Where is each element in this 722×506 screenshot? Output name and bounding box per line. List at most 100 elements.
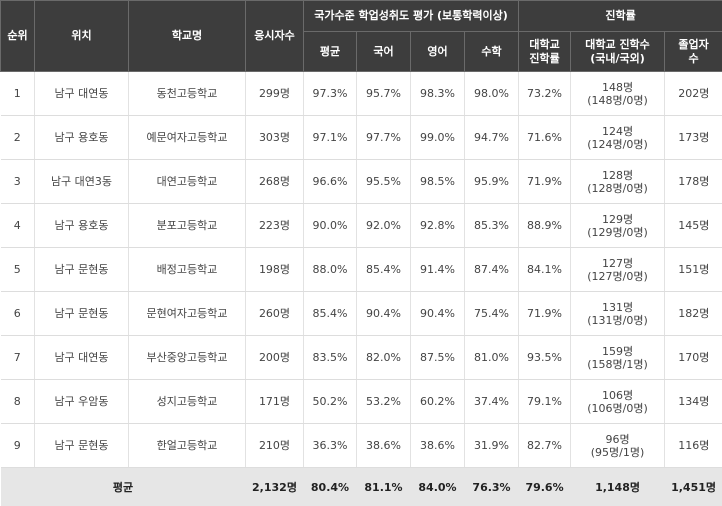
- math-cell: 37.4%: [465, 380, 519, 424]
- rank-cell: 1: [1, 72, 35, 116]
- univ-rate-cell: 73.2%: [519, 72, 571, 116]
- univ-count-split: (131명/0명): [571, 314, 664, 327]
- graduates-cell: 173명: [665, 116, 722, 160]
- location-cell: 남구 문현동: [35, 424, 129, 468]
- takers-cell: 200명: [246, 336, 304, 380]
- header-math: 수학: [465, 32, 519, 72]
- average-math: 76.3%: [465, 468, 519, 506]
- math-cell: 94.7%: [465, 116, 519, 160]
- math-cell: 75.4%: [465, 292, 519, 336]
- average-cell: 97.3%: [304, 72, 357, 116]
- univ-count-total: 129명: [571, 213, 664, 226]
- header-school: 학교명: [129, 1, 246, 72]
- univ-count-split: (127명/0명): [571, 270, 664, 283]
- average-cell: 96.6%: [304, 160, 357, 204]
- univ-count-total: 128명: [571, 169, 664, 182]
- rank-cell: 8: [1, 380, 35, 424]
- univ-rate-cell: 71.9%: [519, 292, 571, 336]
- english-cell: 60.2%: [411, 380, 465, 424]
- school-cell: 동천고등학교: [129, 72, 246, 116]
- graduates-cell: 170명: [665, 336, 722, 380]
- univ-count-cell: 96명 (95명/1명): [571, 424, 665, 468]
- univ-count-cell: 129명 (129명/0명): [571, 204, 665, 248]
- rank-cell: 4: [1, 204, 35, 248]
- univ-count-split: (129명/0명): [571, 226, 664, 239]
- graduates-cell: 116명: [665, 424, 722, 468]
- header-rank: 순위: [1, 1, 35, 72]
- average-univ-count: 1,148명: [571, 468, 665, 506]
- average-cell: 85.4%: [304, 292, 357, 336]
- takers-cell: 299명: [246, 72, 304, 116]
- school-cell: 배정고등학교: [129, 248, 246, 292]
- english-cell: 92.8%: [411, 204, 465, 248]
- takers-cell: 268명: [246, 160, 304, 204]
- takers-cell: 223명: [246, 204, 304, 248]
- math-cell: 31.9%: [465, 424, 519, 468]
- header-advancement-group: 진학률: [519, 1, 722, 32]
- header-graduates-line2: 수: [665, 52, 722, 66]
- univ-count-split: (148명/0명): [571, 94, 664, 107]
- english-cell: 99.0%: [411, 116, 465, 160]
- univ-count-cell: 148명 (148명/0명): [571, 72, 665, 116]
- english-cell: 87.5%: [411, 336, 465, 380]
- table-row: 5 남구 문현동 배정고등학교 198명 88.0% 85.4% 91.4% 8…: [1, 248, 722, 292]
- english-cell: 38.6%: [411, 424, 465, 468]
- univ-count-split: (95명/1명): [571, 446, 664, 459]
- table-row: 4 남구 용호동 분포고등학교 223명 90.0% 92.0% 92.8% 8…: [1, 204, 722, 248]
- korean-cell: 95.5%: [357, 160, 411, 204]
- rank-cell: 9: [1, 424, 35, 468]
- location-cell: 남구 용호동: [35, 204, 129, 248]
- graduates-cell: 145명: [665, 204, 722, 248]
- average-korean: 81.1%: [357, 468, 411, 506]
- graduates-cell: 151명: [665, 248, 722, 292]
- univ-count-split: (158명/1명): [571, 358, 664, 371]
- univ-count-total: 148명: [571, 81, 664, 94]
- location-cell: 남구 문현동: [35, 248, 129, 292]
- school-cell: 부산중앙고등학교: [129, 336, 246, 380]
- math-cell: 95.9%: [465, 160, 519, 204]
- average-row: 평균 2,132명 80.4% 81.1% 84.0% 76.3% 79.6% …: [1, 468, 722, 506]
- univ-count-cell: 106명 (106명/0명): [571, 380, 665, 424]
- takers-cell: 260명: [246, 292, 304, 336]
- takers-cell: 198명: [246, 248, 304, 292]
- univ-count-cell: 159명 (158명/1명): [571, 336, 665, 380]
- header-univ-rate-line2: 진학률: [519, 52, 570, 66]
- takers-cell: 171명: [246, 380, 304, 424]
- header-assessment-group: 국가수준 학업성취도 평가 (보통학력이상): [304, 1, 519, 32]
- univ-count-cell: 131명 (131명/0명): [571, 292, 665, 336]
- table-row: 2 남구 용호동 예문여자고등학교 303명 97.1% 97.7% 99.0%…: [1, 116, 722, 160]
- univ-count-split: (124명/0명): [571, 138, 664, 151]
- average-cell: 97.1%: [304, 116, 357, 160]
- location-cell: 남구 문현동: [35, 292, 129, 336]
- graduates-cell: 178명: [665, 160, 722, 204]
- table-row: 1 남구 대연동 동천고등학교 299명 97.3% 95.7% 98.3% 9…: [1, 72, 722, 116]
- univ-rate-cell: 84.1%: [519, 248, 571, 292]
- header-english: 영어: [411, 32, 465, 72]
- header-univ-rate: 대학교 진학률: [519, 32, 571, 72]
- korean-cell: 97.7%: [357, 116, 411, 160]
- average-label: 평균: [1, 468, 246, 506]
- average-english: 84.0%: [411, 468, 465, 506]
- header-location: 위치: [35, 1, 129, 72]
- table-row: 3 남구 대연3동 대연고등학교 268명 96.6% 95.5% 98.5% …: [1, 160, 722, 204]
- header-average: 평균: [304, 32, 357, 72]
- korean-cell: 38.6%: [357, 424, 411, 468]
- univ-count-cell: 128명 (128명/0명): [571, 160, 665, 204]
- english-cell: 98.5%: [411, 160, 465, 204]
- average-cell: 83.5%: [304, 336, 357, 380]
- univ-count-total: 159명: [571, 345, 664, 358]
- korean-cell: 90.4%: [357, 292, 411, 336]
- univ-rate-cell: 79.1%: [519, 380, 571, 424]
- header-takers: 응시자수: [246, 1, 304, 72]
- school-cell: 한얼고등학교: [129, 424, 246, 468]
- korean-cell: 53.2%: [357, 380, 411, 424]
- table-row: 7 남구 대연동 부산중앙고등학교 200명 83.5% 82.0% 87.5%…: [1, 336, 722, 380]
- math-cell: 98.0%: [465, 72, 519, 116]
- header-graduates: 졸업자 수: [665, 32, 722, 72]
- rank-cell: 5: [1, 248, 35, 292]
- table-row: 6 남구 문현동 문현여자고등학교 260명 85.4% 90.4% 90.4%…: [1, 292, 722, 336]
- korean-cell: 92.0%: [357, 204, 411, 248]
- univ-count-total: 124명: [571, 125, 664, 138]
- univ-rate-cell: 71.6%: [519, 116, 571, 160]
